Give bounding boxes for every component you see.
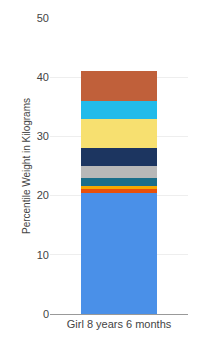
svg-text:0: 0 (43, 308, 49, 320)
svg-text:Percentile Weight in Kilograms: Percentile Weight in Kilograms (21, 98, 32, 234)
svg-text:40: 40 (37, 71, 49, 83)
svg-text:Girl 8 years 6 months: Girl 8 years 6 months (67, 318, 172, 330)
svg-text:20: 20 (37, 189, 49, 201)
svg-text:30: 30 (37, 130, 49, 142)
svg-text:50: 50 (37, 12, 49, 24)
svg-text:10: 10 (37, 249, 49, 261)
